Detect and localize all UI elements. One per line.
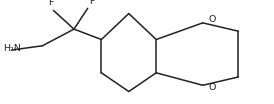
Text: F: F	[48, 0, 53, 7]
Text: H₂N: H₂N	[3, 44, 21, 53]
Text: O: O	[209, 83, 216, 92]
Text: O: O	[209, 15, 216, 24]
Text: F: F	[89, 0, 95, 6]
